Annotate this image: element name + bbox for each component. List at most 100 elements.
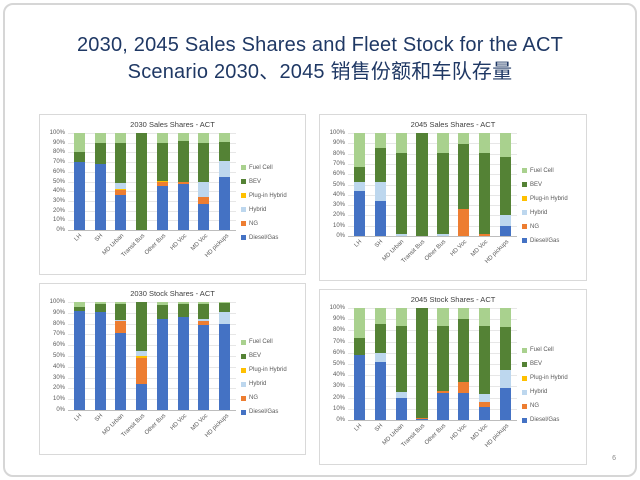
y-axis-tick-label: 70% bbox=[52, 331, 65, 338]
x-axis-line bbox=[348, 236, 517, 237]
legend-item-diesel-gas: Diesel/Gas bbox=[241, 409, 301, 415]
legend-swatch bbox=[241, 367, 246, 373]
legend-label: NG bbox=[249, 220, 258, 227]
bar-segment-bev bbox=[353, 338, 366, 356]
legend-item-ng: NG bbox=[522, 224, 582, 230]
plot-row: 100% 90% 80% 70% 60% 50% 40% 30% 20% 10% 0% bbox=[44, 299, 236, 413]
bar-segment-diesel-gas bbox=[156, 319, 168, 410]
y-axis-tick-label: 40% bbox=[332, 191, 345, 198]
bar-segment-fuel-cell bbox=[73, 133, 85, 153]
y-axis-tick-label: 90% bbox=[332, 316, 345, 323]
bar-segment-ng bbox=[458, 381, 470, 394]
bar-segment-plug-in-hybrid bbox=[136, 356, 148, 359]
bar-segment-fuel-cell bbox=[499, 308, 512, 328]
bar-slot bbox=[152, 302, 173, 410]
bar-segment-diesel-gas bbox=[177, 184, 189, 230]
bar-segment-fuel-cell bbox=[198, 302, 210, 305]
x-axis-category-label: HD pickups bbox=[203, 413, 230, 439]
bar-segment-bev bbox=[94, 304, 106, 312]
slide-title: 2030, 2045 Sales Shares and Fleet Stock … bbox=[15, 32, 625, 86]
bar-slot bbox=[194, 302, 215, 410]
stacked-bar-hd-pickups bbox=[499, 308, 512, 420]
bar-slot bbox=[111, 133, 132, 230]
bar-slot bbox=[495, 133, 516, 236]
y-axis-tick-label: 20% bbox=[52, 207, 65, 214]
y-axis-tick-label: 20% bbox=[332, 212, 345, 219]
gridline bbox=[348, 352, 517, 354]
bar-slot bbox=[90, 302, 111, 410]
x-axis-row: LH SH MD Urban Transit Bus Other Bus HD Voc MD… bbox=[324, 236, 517, 278]
bar-segment-diesel-gas bbox=[177, 317, 189, 410]
legend-item-plug-in-hybrid: Plug-in Hybrid bbox=[522, 196, 582, 202]
y-axis-tick-label: 0% bbox=[56, 407, 65, 413]
legend-item-diesel-gas: Diesel/Gas bbox=[241, 235, 301, 241]
bar-segment-diesel-gas bbox=[219, 176, 231, 230]
bar-slot bbox=[152, 133, 173, 230]
bar-segment-bev bbox=[479, 152, 491, 234]
gridline bbox=[348, 375, 517, 377]
x-axis-labels: LH SH MD Urban Transit Bus Other Bus HD Voc MD… bbox=[348, 420, 517, 462]
bar-slot bbox=[474, 133, 495, 236]
stacked-bar-hd-voc bbox=[458, 133, 470, 236]
legend-label: Hybrid bbox=[530, 389, 548, 395]
gridline bbox=[68, 334, 236, 336]
bar-segment-diesel-gas bbox=[374, 361, 386, 420]
bar-segment-ng bbox=[156, 181, 168, 187]
gridline bbox=[68, 399, 236, 401]
y-axis-tick-label: 60% bbox=[52, 342, 65, 349]
y-axis-tick-label: 10% bbox=[52, 396, 65, 403]
bar-slot bbox=[370, 308, 391, 420]
bar-slot bbox=[214, 302, 235, 410]
legend-label: Plug-in Hybrid bbox=[530, 375, 568, 381]
chart-panel-2045-sales-shares: 2045 Sales Shares - ACT 100% 90% 80% 70% 60%… bbox=[319, 114, 587, 281]
bar-segment-bev bbox=[156, 142, 168, 181]
gridline bbox=[68, 356, 236, 357]
bar-segment-fuel-cell bbox=[219, 302, 231, 304]
chart-body: 100% 90% 80% 70% 60% 50% 40% 30% 20% 10% 0% LH SH MD… bbox=[324, 130, 582, 278]
gridline bbox=[68, 181, 236, 183]
y-axis-tick-label: 80% bbox=[332, 150, 345, 157]
gridline bbox=[68, 377, 236, 379]
legend-swatch bbox=[522, 403, 527, 409]
bar-segment-fuel-cell bbox=[73, 302, 85, 308]
x-axis-line bbox=[68, 230, 236, 231]
legend-item-fuel-cell: Fuel Cell bbox=[241, 165, 301, 171]
x-axis-category-label: HD pickups bbox=[203, 233, 230, 259]
chart-panel-2045-stock-shares: 2045 Stock Shares - ACT 100% 90% 80% 70% 60%… bbox=[319, 289, 587, 465]
bar-segment-ng bbox=[479, 233, 491, 236]
stacked-bar-lh bbox=[353, 133, 366, 236]
bar-segment-diesel-gas bbox=[353, 355, 366, 420]
bar-segment-diesel-gas bbox=[94, 311, 106, 410]
bar-segment-diesel-gas bbox=[374, 200, 386, 236]
chart-body: 100% 90% 80% 70% 60% 50% 40% 30% 20% 10% 0% LH SH MD… bbox=[324, 305, 582, 462]
stacked-bar-lh bbox=[353, 308, 366, 420]
bar-segment-bev bbox=[437, 325, 449, 391]
legend-item-bev: BEV bbox=[522, 182, 582, 188]
legend-swatch bbox=[241, 207, 246, 212]
gridline bbox=[68, 142, 236, 144]
y-axis: 100% 90% 80% 70% 60% 50% 40% 30% 20% 10% 0% bbox=[44, 299, 68, 413]
bar-segment-bev bbox=[94, 142, 106, 165]
bar-segment-diesel-gas bbox=[499, 225, 512, 236]
stacked-bar-other-bus bbox=[156, 302, 168, 410]
bar-segment-bev bbox=[73, 152, 85, 163]
plot-area bbox=[348, 308, 517, 421]
bar-slot bbox=[69, 302, 90, 410]
bar-slot bbox=[495, 308, 516, 420]
stacked-bar-hd-pickups bbox=[219, 133, 231, 230]
bar-slot bbox=[131, 133, 152, 230]
plot-row: 100% 90% 80% 70% 60% 50% 40% 30% 20% 10% 0% bbox=[324, 305, 517, 423]
bar-segment-bev bbox=[458, 319, 470, 382]
gridline bbox=[68, 152, 236, 154]
bar-segment-fuel-cell bbox=[94, 133, 106, 143]
bar-slot bbox=[111, 302, 132, 410]
bar-segment-fuel-cell bbox=[437, 308, 449, 326]
chart-panel-2030-sales-shares: 2030 Sales Shares - ACT 100% 90% 80% 70% 60%… bbox=[39, 114, 306, 275]
bar-segment-diesel-gas bbox=[156, 186, 168, 230]
stacked-bar-hd-voc bbox=[177, 133, 189, 230]
bar-segment-hybrid bbox=[374, 182, 386, 201]
bar-segment-bev bbox=[499, 156, 512, 216]
bar-segment-fuel-cell bbox=[156, 302, 168, 306]
y-axis-tick-label: 90% bbox=[52, 139, 65, 146]
bar-segment-hybrid bbox=[499, 369, 512, 388]
